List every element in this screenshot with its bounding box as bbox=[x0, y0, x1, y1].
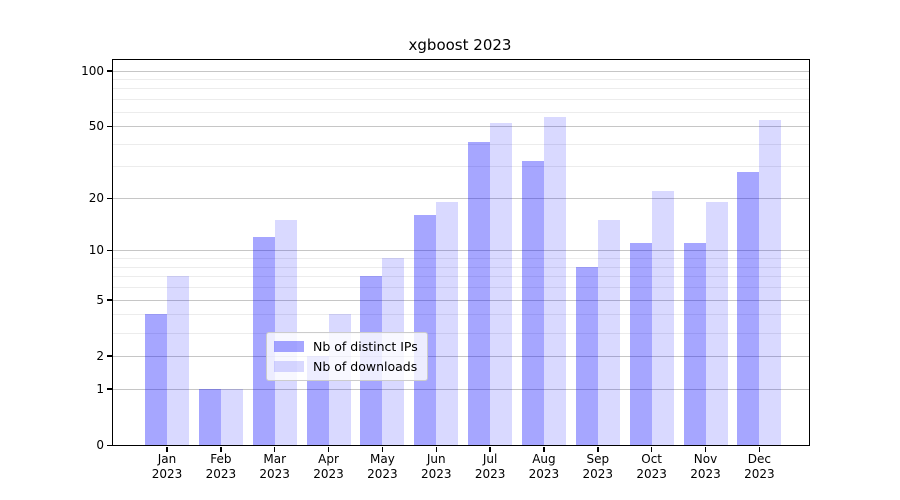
y-tick-mark bbox=[107, 197, 112, 199]
y-tick-mark bbox=[107, 388, 112, 390]
gridline-major bbox=[113, 355, 809, 357]
bar-distinct-ips bbox=[737, 171, 760, 445]
plot-area: 100 50 20 10 5 2 1 0 Jan 2023 Feb 2023 Mar 2023 Apr… bbox=[81, 59, 810, 481]
bar-downloads bbox=[705, 201, 728, 445]
x-axis-tick-label: Feb 2023 bbox=[205, 452, 237, 481]
gridline-minor bbox=[113, 266, 809, 268]
legend-item-downloads: Nb of downloads bbox=[274, 359, 418, 374]
x-tick-mark bbox=[650, 447, 653, 452]
x-tick-mark bbox=[273, 447, 276, 452]
gridline-major bbox=[113, 250, 809, 252]
legend-swatch-distinct-ips bbox=[274, 341, 304, 352]
gridline-minor bbox=[113, 79, 809, 81]
bar-downloads bbox=[651, 190, 674, 445]
gridline-minor bbox=[113, 314, 809, 316]
bar-distinct-ips bbox=[683, 243, 706, 445]
x-tick-mark bbox=[597, 447, 599, 452]
y-tick-mark bbox=[107, 355, 112, 357]
x-axis-tick-label: May 2023 bbox=[367, 452, 398, 481]
bar-downloads bbox=[167, 276, 189, 445]
y-axis-tick-label: 0 bbox=[96, 438, 104, 452]
gridline-minor bbox=[113, 287, 809, 289]
x-tick-mark bbox=[704, 447, 707, 452]
legend-label-downloads: Nb of downloads bbox=[313, 359, 418, 374]
bar-distinct-ips bbox=[198, 388, 221, 445]
gridline-major bbox=[113, 70, 809, 72]
y-tick-mark bbox=[107, 249, 112, 252]
x-axis-tick-label: Dec 2023 bbox=[744, 452, 775, 481]
gridline-major bbox=[113, 388, 809, 390]
legend: Nb of distinct IPs Nb of downloads bbox=[266, 332, 428, 381]
y-tick-mark bbox=[107, 70, 112, 72]
gridline-minor bbox=[113, 99, 809, 101]
gridline-minor bbox=[113, 143, 809, 145]
x-tick-mark bbox=[381, 447, 384, 452]
y-axis-tick-label: 5 bbox=[96, 292, 104, 307]
x-axis-tick-label: Mar 2023 bbox=[259, 452, 290, 481]
x-axis-tick-label: Apr 2023 bbox=[313, 452, 344, 481]
legend-label-distinct-ips: Nb of distinct IPs bbox=[313, 339, 418, 354]
bar-downloads bbox=[597, 220, 620, 445]
y-axis-tick-label: 20 bbox=[88, 191, 104, 205]
bar-downloads bbox=[220, 388, 243, 445]
x-tick-mark bbox=[220, 447, 222, 452]
gridline-major bbox=[113, 299, 809, 301]
bar-downloads bbox=[490, 122, 513, 445]
x-tick-mark bbox=[435, 447, 437, 452]
y-tick-mark bbox=[107, 125, 112, 128]
x-tick-mark bbox=[489, 447, 491, 452]
x-axis-tick-label: Nov 2023 bbox=[690, 452, 721, 481]
gridline-minor bbox=[113, 88, 809, 90]
chart-title: xgboost 2023 bbox=[408, 36, 512, 54]
y-axis-tick-label: 10 bbox=[88, 243, 104, 258]
x-tick-mark bbox=[758, 447, 761, 452]
gridline-minor bbox=[113, 111, 809, 113]
y-tick-mark bbox=[107, 444, 112, 446]
x-axis-tick-label: Jun 2023 bbox=[420, 452, 452, 481]
bar-distinct-ips bbox=[145, 314, 167, 445]
legend-item-distinct-ips: Nb of distinct IPs bbox=[274, 339, 418, 354]
x-axis-tick-label: Aug 2023 bbox=[528, 452, 560, 481]
x-tick-mark bbox=[166, 447, 168, 452]
y-tick-mark bbox=[107, 299, 112, 301]
y-axis-tick-label: 2 bbox=[96, 348, 104, 363]
y-axis-tick-label: 50 bbox=[88, 119, 104, 134]
bar-downloads bbox=[543, 117, 566, 445]
gridline-minor bbox=[113, 258, 809, 260]
y-axis-tick-label: 1 bbox=[96, 381, 104, 396]
bar-distinct-ips bbox=[468, 141, 491, 445]
gridline-major bbox=[113, 198, 809, 199]
bar-distinct-ips bbox=[252, 236, 275, 445]
legend-swatch-downloads bbox=[274, 361, 304, 372]
bar-downloads bbox=[436, 201, 459, 445]
x-axis-tick-label: Jul 2023 bbox=[474, 452, 506, 481]
bar-distinct-ips bbox=[521, 161, 544, 445]
bar-downloads bbox=[759, 119, 782, 445]
bar-distinct-ips bbox=[629, 243, 652, 445]
gridline-minor bbox=[113, 166, 809, 168]
y-axis-tick-label: 100 bbox=[81, 63, 104, 78]
x-tick-mark bbox=[327, 447, 330, 452]
x-axis-tick-label: Sep 2023 bbox=[582, 452, 614, 481]
x-tick-mark bbox=[543, 447, 545, 452]
x-axis-tick-label: Oct 2023 bbox=[636, 452, 667, 481]
gridline-major bbox=[113, 126, 809, 128]
gridline-minor bbox=[113, 276, 809, 278]
bar-distinct-ips bbox=[414, 215, 437, 445]
x-axis-tick-label: Jan 2023 bbox=[151, 452, 183, 481]
bar-distinct-ips bbox=[575, 266, 598, 445]
gridline-minor bbox=[113, 332, 809, 334]
